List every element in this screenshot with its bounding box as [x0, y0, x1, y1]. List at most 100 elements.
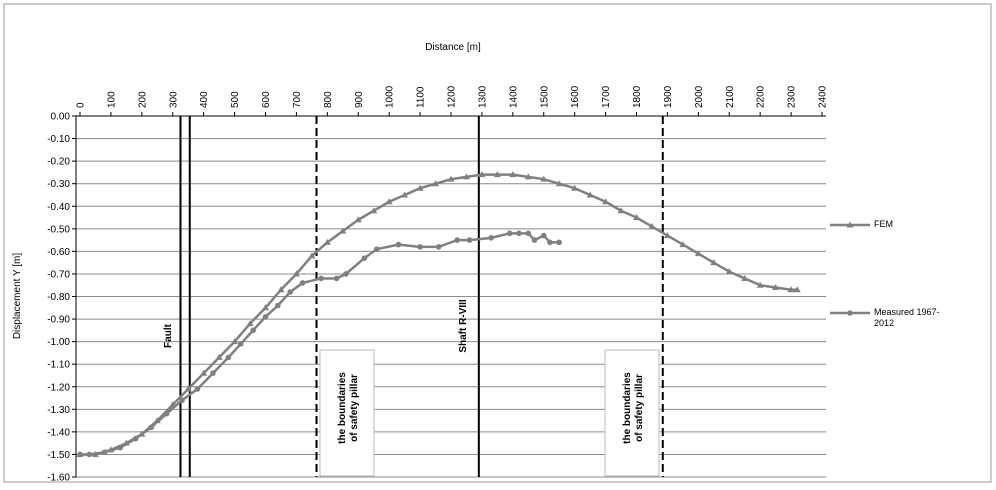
- y-tick-label: -0.70: [47, 269, 70, 280]
- data-point: [184, 385, 192, 392]
- y-tick-label: -0.50: [47, 224, 70, 235]
- y-tick-label: -1.00: [47, 337, 70, 348]
- x-tick-label: 2200: [756, 85, 767, 108]
- x-tick-label: 2300: [787, 85, 798, 108]
- x-tick-label: 2000: [694, 85, 705, 108]
- x-tick-label: 1900: [663, 85, 674, 108]
- data-point: [246, 320, 254, 327]
- x-tick-label: 1300: [477, 85, 488, 108]
- x-tick-label: 400: [199, 91, 210, 108]
- x-tick-label: 200: [137, 91, 148, 108]
- data-point: [237, 341, 244, 347]
- x-tick-label: 1700: [601, 85, 612, 108]
- annotation: Shaft R-VIII: [458, 299, 469, 353]
- data-point: [488, 235, 494, 241]
- y-tick-label: -1.40: [47, 427, 70, 438]
- x-tick-label: 1400: [508, 85, 519, 108]
- data-point: [299, 280, 306, 286]
- data-point: [847, 310, 853, 316]
- data-point: [333, 275, 340, 282]
- x-tick-label: 800: [323, 91, 334, 108]
- x-tick-label: 1200: [447, 85, 458, 108]
- data-point: [292, 270, 300, 277]
- data-point: [447, 175, 455, 182]
- y-tick-label: -1.30: [47, 405, 70, 416]
- x-tick-label: 1600: [570, 85, 581, 108]
- data-point: [416, 184, 424, 191]
- data-point: [395, 241, 402, 248]
- data-point: [493, 171, 501, 178]
- y-tick-label: -1.60: [47, 473, 70, 484]
- data-point: [540, 232, 547, 239]
- data-point: [617, 207, 625, 214]
- y-tick-label: -0.20: [47, 157, 70, 168]
- x-tick-label: 1100: [416, 86, 427, 108]
- data-point: [462, 173, 470, 180]
- data-point: [454, 237, 460, 243]
- annotation: the boundaries: [622, 372, 633, 444]
- data-point: [556, 239, 563, 246]
- data-point: [756, 281, 764, 288]
- y-tick-label: -0.10: [47, 134, 70, 145]
- x-tick-label: 700: [292, 91, 303, 108]
- data-point: [787, 286, 795, 293]
- data-point: [772, 283, 780, 290]
- data-point: [370, 207, 378, 214]
- data-point: [308, 252, 316, 259]
- data-point: [401, 191, 409, 198]
- data-point: [287, 289, 294, 295]
- data-point: [663, 232, 671, 239]
- x-tick-label: 600: [261, 91, 272, 108]
- data-point: [339, 227, 347, 234]
- data-point: [262, 314, 269, 320]
- data-point: [525, 230, 532, 237]
- x-tick-label: 900: [354, 91, 365, 108]
- data-point: [417, 244, 423, 250]
- y-axis-title: Displacement Y [m]: [12, 253, 23, 340]
- data-point: [540, 175, 548, 182]
- data-point: [132, 435, 139, 442]
- data-point: [648, 223, 656, 230]
- data-point: [602, 198, 610, 205]
- x-tick-label: 100: [106, 91, 117, 108]
- y-tick-label: -0.80: [47, 292, 70, 303]
- data-point: [163, 411, 170, 417]
- data-point: [86, 451, 93, 458]
- data-point: [741, 274, 749, 281]
- data-point: [194, 386, 201, 392]
- annotation: of safety pillar: [634, 374, 645, 442]
- data-point: [679, 241, 687, 248]
- data-point: [225, 354, 232, 361]
- legend-label: FEM: [874, 219, 893, 229]
- y-tick-label: -1.50: [47, 450, 70, 461]
- data-point: [478, 171, 486, 178]
- x-tick-label: 1800: [632, 85, 643, 108]
- data-point: [374, 246, 380, 252]
- y-tick-label: -0.60: [47, 247, 70, 258]
- data-point: [633, 214, 640, 221]
- data-point: [793, 286, 801, 293]
- data-point: [725, 268, 733, 275]
- data-point: [524, 173, 532, 180]
- annotation-box: [604, 349, 660, 477]
- x-axis-title: Distance [m]: [425, 42, 481, 53]
- data-point: [516, 230, 522, 237]
- data-point: [354, 216, 362, 223]
- data-point: [846, 221, 854, 228]
- annotation: Fault: [163, 323, 174, 348]
- data-point: [275, 302, 281, 309]
- y-tick-label: -1.10: [47, 360, 70, 371]
- data-point: [148, 424, 154, 431]
- data-point: [101, 449, 108, 455]
- data-point: [506, 230, 513, 237]
- annotation: the boundaries: [337, 372, 348, 444]
- data-point: [361, 255, 368, 261]
- data-point: [694, 250, 702, 257]
- y-tick-label: 0.00: [51, 112, 71, 123]
- data-point: [385, 198, 393, 205]
- data-point: [586, 191, 594, 198]
- data-point: [432, 180, 440, 187]
- data-point: [710, 259, 718, 266]
